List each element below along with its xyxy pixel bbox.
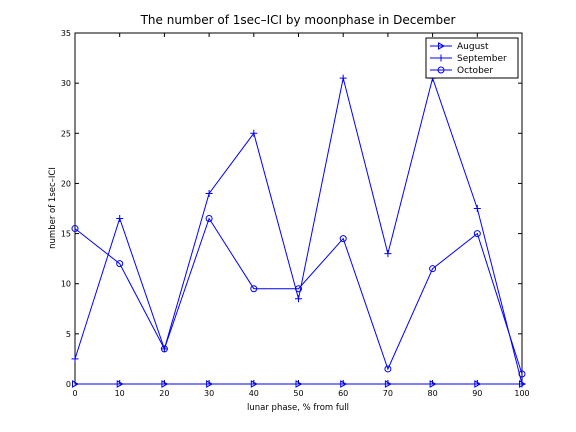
legend-label: August <box>457 42 489 52</box>
chart-title: The number of 1sec–ICI by moonphase in D… <box>140 13 456 27</box>
x-tick-label: 30 <box>204 389 214 398</box>
series-october <box>71 215 526 378</box>
data-point <box>205 215 213 223</box>
y-axis-label: number of 1sec–ICI <box>48 167 58 249</box>
x-tick-label: 50 <box>293 389 303 398</box>
y-tick-label: 10 <box>61 280 71 289</box>
legend-marker <box>437 66 445 74</box>
data-point <box>474 380 482 388</box>
y-tick-label: 5 <box>66 330 71 339</box>
legend-label: September <box>457 54 507 64</box>
x-tick-label: 70 <box>383 389 393 398</box>
y-tick-label: 15 <box>61 230 71 239</box>
x-tick-label: 0 <box>72 389 77 398</box>
y-tick-label: 0 <box>66 380 71 389</box>
data-point <box>250 129 258 137</box>
data-point <box>429 265 437 273</box>
data-point <box>518 370 526 378</box>
y-tick-label: 20 <box>61 179 71 188</box>
y-tick-label: 30 <box>61 79 71 88</box>
data-point <box>295 285 302 293</box>
data-point <box>339 235 347 243</box>
data-point <box>116 215 124 223</box>
x-tick-label: 10 <box>115 389 125 398</box>
series-line <box>74 217 523 375</box>
data-point <box>384 250 392 258</box>
data-point <box>473 205 481 212</box>
y-tick-label: 35 <box>61 29 71 38</box>
x-tick-label: 90 <box>472 389 482 398</box>
data-point <box>518 380 526 388</box>
data-point <box>384 365 392 373</box>
data-point <box>340 380 348 388</box>
y-tick-label: 25 <box>61 129 71 138</box>
data-point <box>71 355 79 363</box>
legend-label: October <box>457 66 493 76</box>
plot-area <box>74 32 523 385</box>
legend-marker <box>438 42 446 50</box>
legend-marker <box>437 54 445 62</box>
data-point <box>116 260 124 268</box>
axis-ticks: 0 10 20 30 40 50 60 70 80 90 100 0 5 10 15 20 25 30 35 <box>61 29 530 398</box>
x-tick-label: 60 <box>338 389 348 398</box>
data-point <box>72 380 80 388</box>
data-point <box>206 380 214 388</box>
data-point <box>429 380 437 388</box>
series-layer <box>71 74 527 388</box>
data-point <box>160 345 168 353</box>
x-tick-label: 80 <box>428 389 438 398</box>
data-point <box>473 230 481 238</box>
x-tick-label: 20 <box>159 389 169 398</box>
data-point <box>71 225 79 233</box>
data-point <box>205 189 213 197</box>
data-point <box>250 285 258 293</box>
data-point <box>339 74 347 82</box>
data-point <box>250 380 258 388</box>
series-august <box>72 380 527 388</box>
data-point <box>116 380 124 388</box>
data-point <box>295 380 303 388</box>
x-tick-label: 100 <box>514 389 529 398</box>
x-tick-label: 40 <box>249 389 259 398</box>
data-point <box>384 380 392 388</box>
data-point <box>161 380 169 388</box>
x-axis-label: lunar phase, % from full <box>247 403 349 413</box>
data-point <box>295 295 302 303</box>
legend: August September October <box>425 37 519 79</box>
